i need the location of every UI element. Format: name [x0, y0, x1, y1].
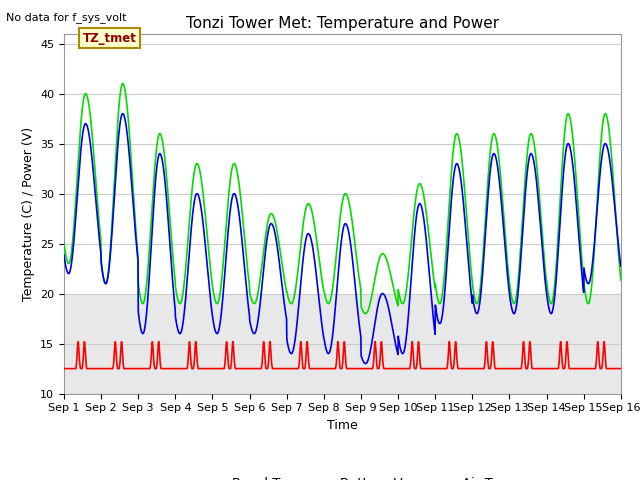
Bar	[64, 34, 621, 294]
Legend: Panel T, Battery V, Air T: Panel T, Battery V, Air T	[187, 471, 498, 480]
Y-axis label: Temperature (C) / Power (V): Temperature (C) / Power (V)	[22, 127, 35, 300]
Title: Tonzi Tower Met: Temperature and Power: Tonzi Tower Met: Temperature and Power	[186, 16, 499, 31]
Bar	[64, 294, 621, 394]
Text: TZ_tmet: TZ_tmet	[83, 32, 136, 45]
X-axis label: Time: Time	[327, 419, 358, 432]
Text: No data for f_sys_volt: No data for f_sys_volt	[6, 12, 127, 23]
